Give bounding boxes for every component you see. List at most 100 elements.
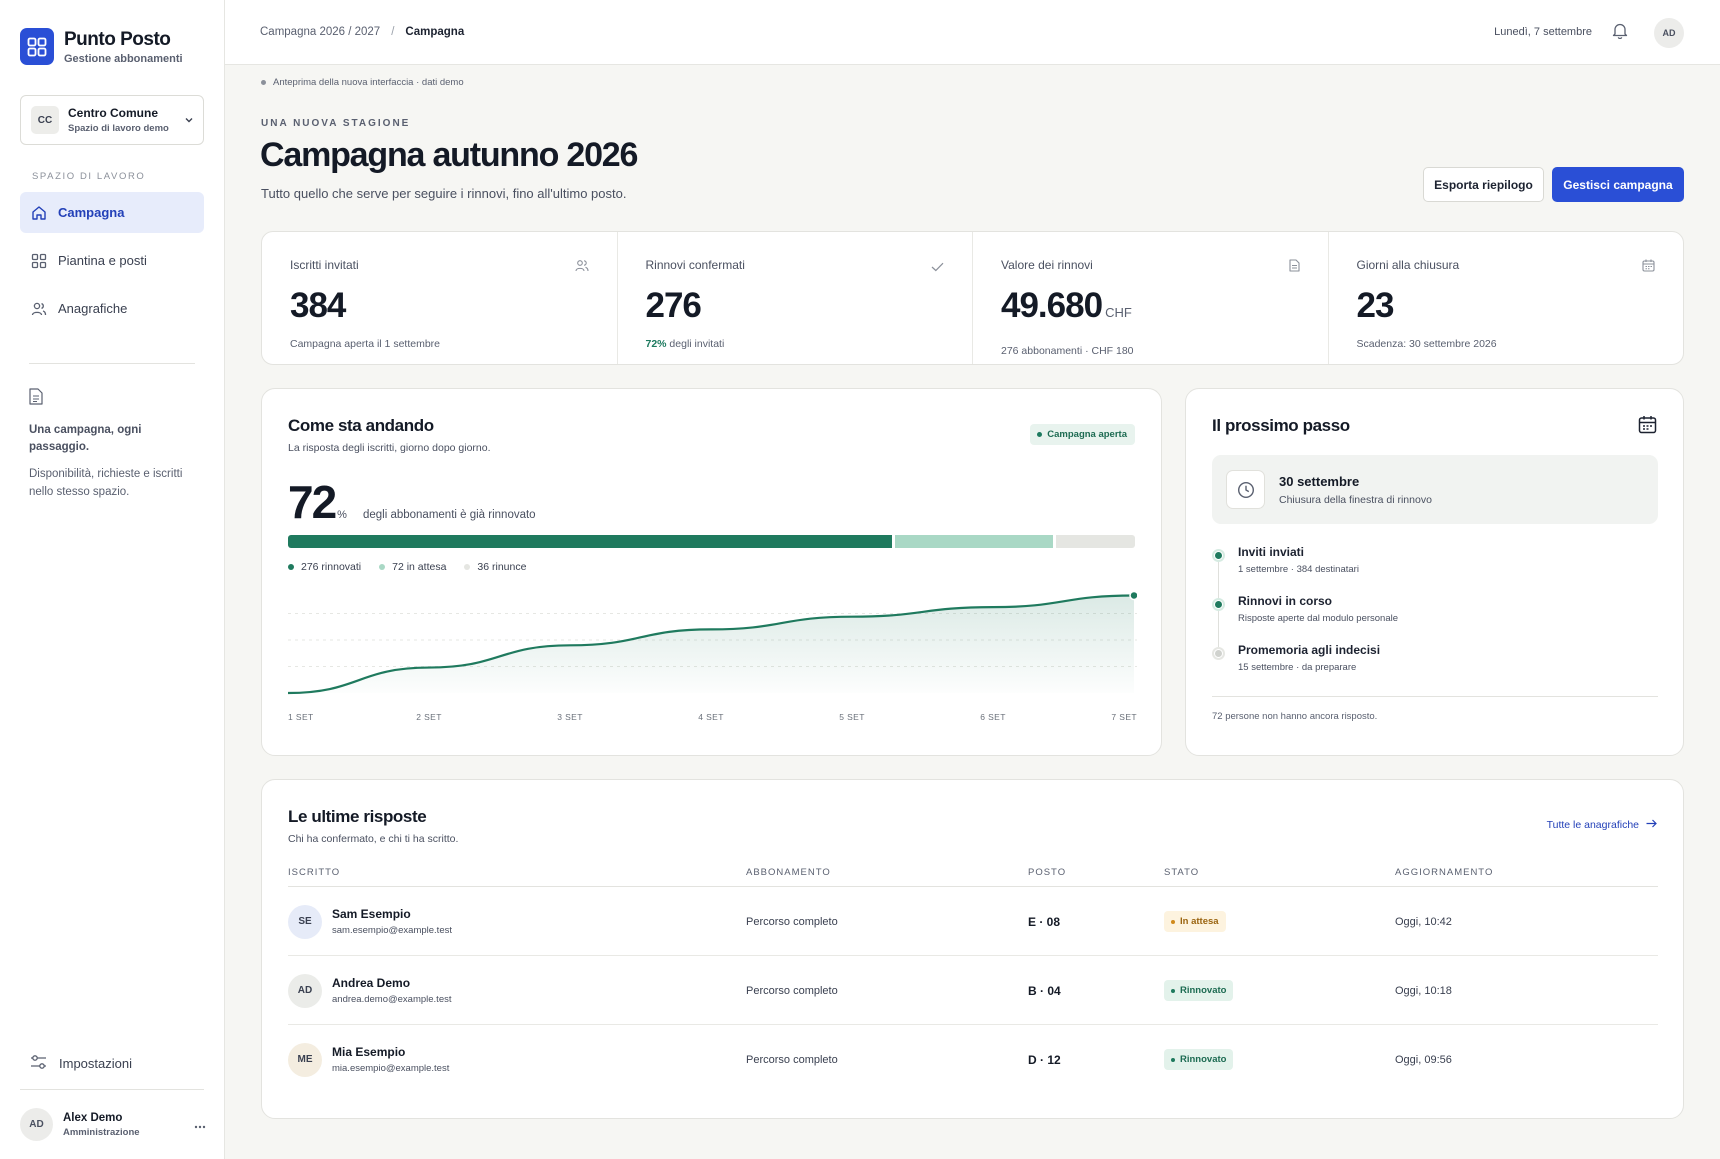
- users-icon: [30, 300, 48, 318]
- pending-footnote: 72 persone non hanno ancora risposto.: [1212, 711, 1378, 722]
- renewal-progress-bar: [288, 535, 1135, 548]
- app-logo-icon: [20, 28, 54, 65]
- subscription-plan: Percorso completo: [746, 1053, 838, 1066]
- legend-label: 72 in attesa: [392, 561, 447, 573]
- status-badge: Rinnovato: [1164, 980, 1234, 1001]
- breadcrumb-current: Campagna: [405, 26, 465, 38]
- user-name: Alex Demo: [63, 1111, 123, 1124]
- preview-note: Anteprima della nuova interfaccia · dati…: [261, 77, 464, 88]
- settings-link[interactable]: Impostazioni: [30, 1054, 132, 1073]
- stat-unit: CHF: [1105, 305, 1132, 320]
- sidebar-item-label: Anagrafiche: [58, 301, 128, 316]
- all-records-link[interactable]: Tutte le anagrafiche: [1547, 819, 1657, 831]
- column-header[interactable]: STATO: [1164, 867, 1200, 878]
- sidebar-nav: Campagna Piantina e posti Anagrafiche: [20, 192, 204, 336]
- member-email: mia.esempio@example.test: [332, 1063, 450, 1074]
- settings-label: Impostazioni: [59, 1056, 132, 1071]
- legend-dot: [464, 564, 471, 570]
- stat-note: 276 abbonamenti · CHF 180: [1001, 345, 1134, 357]
- deadline-subtitle: Chiusura della finestra di rinnovo: [1279, 493, 1432, 506]
- x-tick-label: 4 SET: [698, 712, 724, 722]
- timeline-title: Rinnovi in corso: [1238, 594, 1333, 608]
- avatar: SE: [288, 904, 322, 939]
- bell-icon[interactable]: [1612, 22, 1628, 44]
- percentage-value: 72: [288, 476, 337, 528]
- sidebar-tip: Una campagna, ogni passaggio. Disponibil…: [29, 388, 199, 501]
- brand[interactable]: Punto Posto Gestione abbonamenti: [20, 28, 183, 65]
- avatar[interactable]: AD: [1654, 18, 1684, 48]
- users-icon: [574, 259, 589, 277]
- card-title: Come sta andando: [288, 416, 434, 435]
- legend-dot: [288, 564, 294, 570]
- badge-label: Campagna aperta: [1047, 429, 1127, 440]
- legend-item: 276 rinnovati: [288, 561, 361, 573]
- stat-card: Rinnovi confermati 276 72% degli invitat…: [618, 232, 973, 364]
- page-subtitle: Tutto quello che serve per seguire i rin…: [261, 186, 627, 201]
- table-body: SE Sam Esempio sam.esempio@example.test …: [288, 887, 1658, 1094]
- responses-card: Le ultime risposte Chi ha confermato, e …: [261, 779, 1684, 1119]
- user-menu[interactable]: AD Alex Demo Amministrazione: [20, 1108, 206, 1141]
- divider: [1212, 696, 1658, 697]
- table-row[interactable]: AD Andrea Demo andrea.demo@example.test …: [288, 956, 1658, 1025]
- legend-item: 36 rinunce: [464, 561, 526, 573]
- timeline-subtitle: 15 settembre · da preparare: [1238, 662, 1357, 673]
- x-tick-label: 6 SET: [980, 712, 1006, 722]
- clock-icon: [1226, 470, 1265, 509]
- grid-icon: [30, 252, 48, 270]
- percentage-sign: %: [337, 509, 347, 521]
- table-header: ISCRITTO ABBONAMENTO POSTO STATO AGGIORN…: [288, 863, 1658, 887]
- member-name: Mia Esempio: [332, 1045, 406, 1059]
- table-row[interactable]: SE Sam Esempio sam.esempio@example.test …: [288, 887, 1658, 956]
- x-tick-label: 7 SET: [1111, 712, 1137, 722]
- avatar: AD: [288, 973, 322, 1008]
- status-label: Rinnovato: [1180, 985, 1227, 996]
- renewal-trend-chart: 1 SET 2 SET 3 SET 4 SET 5 SET 6 SET 7 SET: [288, 590, 1137, 722]
- stats-row: Iscritti invitati 384 Campagna aperta il…: [261, 231, 1684, 365]
- column-header[interactable]: ISCRITTO: [288, 867, 341, 878]
- preview-text: Anteprima della nuova interfaccia · dati…: [273, 77, 464, 88]
- manage-campaign-button[interactable]: Gestisci campagna: [1552, 167, 1684, 202]
- data-point-latest[interactable]: [1129, 590, 1137, 601]
- x-tick-label: 5 SET: [839, 712, 865, 722]
- status-badge: In attesa: [1164, 911, 1226, 932]
- sidebar-item-anagrafiche[interactable]: Anagrafiche: [20, 288, 204, 329]
- timeline-subtitle: 1 settembre · 384 destinatari: [1238, 564, 1359, 575]
- document-icon: [29, 388, 43, 409]
- stat-number: 384: [290, 286, 346, 325]
- sidebar-item-piantina[interactable]: Piantina e posti: [20, 240, 204, 281]
- sidebar-item-label: Campagna: [58, 205, 125, 220]
- workspace-switcher[interactable]: CC Centro Comune Spazio di lavoro demo: [20, 95, 204, 145]
- timeline-dot-pending: [1212, 647, 1225, 660]
- stat-value: 384: [290, 286, 589, 326]
- stat-note: 72% degli invitati: [646, 338, 945, 350]
- sidebar-item-campagna[interactable]: Campagna: [20, 192, 204, 233]
- updated-at: Oggi, 10:18: [1395, 984, 1452, 997]
- stat-number: 49.680: [1001, 286, 1103, 325]
- sidebar-section-label: SPAZIO DI LAVORO: [32, 171, 146, 182]
- workspace-subtitle: Spazio di lavoro demo: [68, 123, 169, 134]
- updated-at: Oggi, 09:56: [1395, 1053, 1452, 1066]
- more-icon[interactable]: [194, 1117, 206, 1132]
- stat-percent: 72%: [645, 338, 667, 350]
- calendar-icon: [1642, 259, 1655, 277]
- status-dot: [261, 80, 266, 85]
- stat-label: Giorni alla chiusura: [1356, 258, 1460, 272]
- stat-note: Scadenza: 30 settembre 2026: [1356, 338, 1497, 350]
- bar-segment-pending: [895, 535, 1054, 548]
- table-row[interactable]: ME Mia Esempio mia.esempio@example.test …: [288, 1025, 1658, 1094]
- column-header[interactable]: ABBONAMENTO: [746, 867, 831, 878]
- export-summary-button[interactable]: Esporta riepilogo: [1423, 167, 1544, 202]
- legend-item: 72 in attesa: [379, 561, 446, 573]
- card-subtitle: Chi ha confermato, e chi ti ha scritto.: [288, 833, 459, 845]
- timeline-item: Rinnovi in corso Risposte aperte dal mod…: [1212, 594, 1658, 643]
- member-name: Sam Esempio: [332, 907, 411, 921]
- column-header[interactable]: POSTO: [1028, 867, 1067, 878]
- calendar-icon[interactable]: [1638, 415, 1657, 439]
- column-header[interactable]: AGGIORNAMENTO: [1395, 867, 1494, 878]
- percentage-text: degli abbonamenti è già rinnovato: [362, 509, 536, 521]
- member-email: andrea.demo@example.test: [332, 994, 452, 1005]
- page-title: Campagna autunno 2026: [260, 136, 638, 174]
- breadcrumb-item[interactable]: Campagna 2026 / 2027: [260, 26, 381, 38]
- x-tick-label: 2 SET: [416, 712, 442, 722]
- card-title: Il prossimo passo: [1212, 416, 1350, 435]
